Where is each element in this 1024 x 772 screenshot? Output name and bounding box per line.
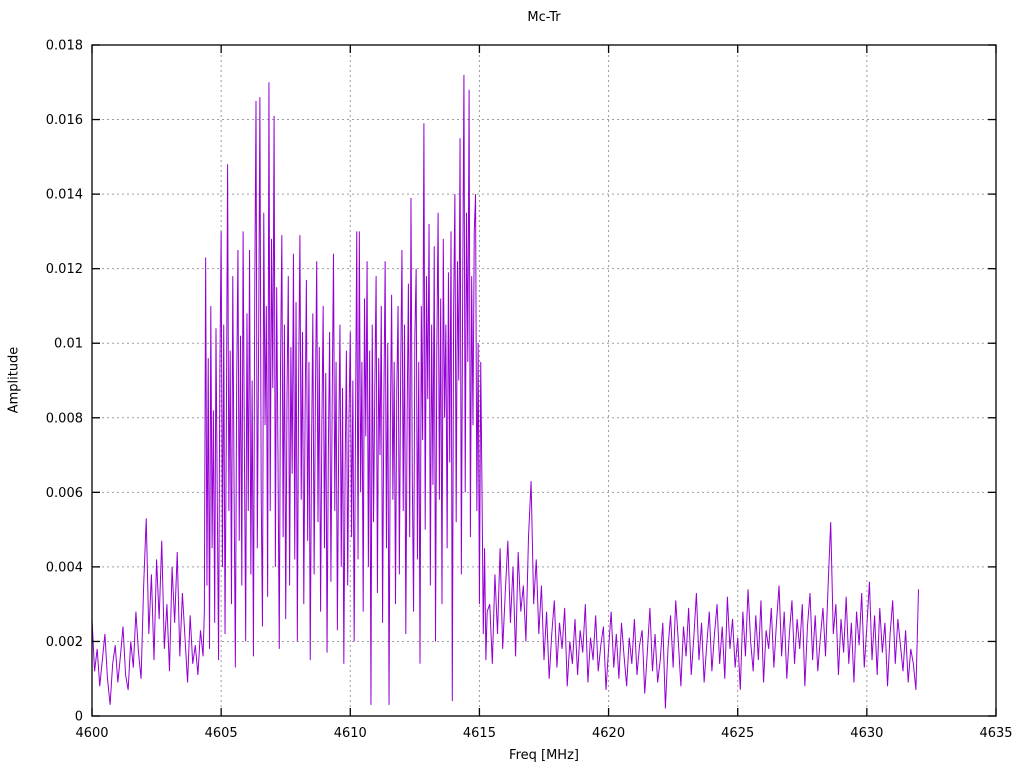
y-tick-label: 0.014 xyxy=(46,188,83,203)
y-tick-label: 0.01 xyxy=(54,337,83,352)
y-axis-label: Amplitude xyxy=(6,346,22,414)
x-tick-label: 4605 xyxy=(205,726,238,741)
spectrum-trace xyxy=(91,74,920,709)
y-tick-label: 0.016 xyxy=(46,113,83,128)
x-tick-label: 4620 xyxy=(592,726,625,741)
chart-title: Mc-Tr xyxy=(527,10,561,25)
x-axis-label: Freq [MHz] xyxy=(509,748,579,763)
y-tick-label: 0.002 xyxy=(46,635,83,650)
y-tick-label: 0.012 xyxy=(46,262,83,277)
y-tick-label: 0.004 xyxy=(46,560,83,575)
plot-border xyxy=(91,44,997,717)
y-tick-label: 0.008 xyxy=(46,411,83,426)
x-tick-label: 4610 xyxy=(334,726,367,741)
x-tick-label: 4600 xyxy=(75,726,108,741)
x-tick-label: 4625 xyxy=(721,726,754,741)
y-tick-label: 0 xyxy=(75,710,83,725)
y-tick-label: 0.018 xyxy=(46,39,83,54)
y-tick-label: 0.006 xyxy=(46,486,83,501)
x-tick-label: 4630 xyxy=(850,726,883,741)
x-tick-label: 4615 xyxy=(463,726,496,741)
x-tick-label: 4635 xyxy=(979,726,1012,741)
